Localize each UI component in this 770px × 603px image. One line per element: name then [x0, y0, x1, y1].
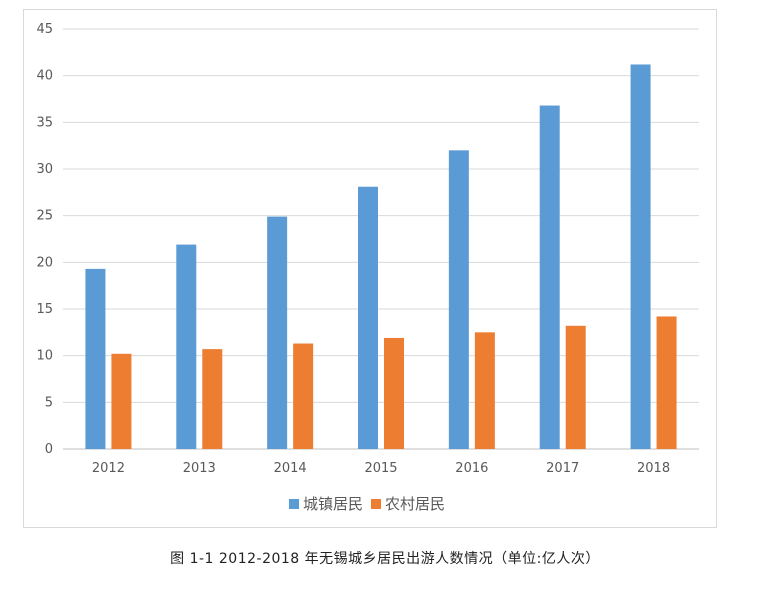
- legend-label-rural: 农村居民: [385, 495, 445, 513]
- x-tick-label: 2014: [274, 461, 307, 476]
- bar-urban-2013: [176, 244, 197, 449]
- bar-urban-2015: [358, 186, 378, 449]
- legend-swatch-rural: [371, 499, 381, 509]
- chart-frame: 0 5 10 15 20 25 30 35 40 45 2012 2013 2014 2015 2016 20…: [23, 9, 717, 528]
- bar-urban-2016: [448, 150, 469, 450]
- bar-rural-2015: [384, 337, 404, 449]
- bar-urban-2012: [85, 268, 106, 449]
- y-tick-label: 40: [36, 69, 53, 84]
- x-tick-label: 2012: [92, 461, 125, 476]
- bar-chart: 0 5 10 15 20 25 30 35 40 45 2012 2013 2014 2015 2016 20…: [36, 22, 699, 513]
- y-tick-label: 25: [36, 209, 53, 224]
- y-tick-label: 5: [45, 395, 53, 410]
- bar-rural-2013: [202, 349, 223, 449]
- bar-rural-2017: [565, 325, 586, 449]
- y-tick-label: 15: [36, 302, 53, 317]
- x-tick-label: 2016: [455, 461, 488, 476]
- y-tick-label: 45: [36, 22, 53, 37]
- bar-urban-2014: [267, 216, 288, 449]
- bar-urban-2017: [539, 105, 560, 450]
- bar-urban-2018: [630, 64, 651, 449]
- x-tick-label: 2017: [546, 461, 579, 476]
- bar-rural-2018: [656, 316, 677, 449]
- y-tick-label: 0: [45, 442, 53, 457]
- x-tick-label: 2018: [637, 461, 670, 476]
- y-tick-label: 35: [36, 115, 53, 130]
- y-tick-label: 30: [36, 162, 53, 177]
- y-tick-label: 10: [36, 349, 53, 364]
- legend-swatch-urban: [289, 499, 299, 509]
- bar-rural-2014: [293, 343, 314, 449]
- bar-rural-2016: [474, 332, 495, 449]
- x-tick-label: 2013: [183, 461, 216, 476]
- bar-rural-2012: [111, 353, 132, 449]
- y-tick-label: 20: [36, 255, 53, 270]
- legend-label-urban: 城镇居民: [303, 495, 363, 513]
- figure-caption: 图 1-1 2012-2018 年无锡城乡居民出游人数情况（单位:亿人次）: [170, 551, 600, 567]
- x-tick-label: 2015: [364, 461, 397, 476]
